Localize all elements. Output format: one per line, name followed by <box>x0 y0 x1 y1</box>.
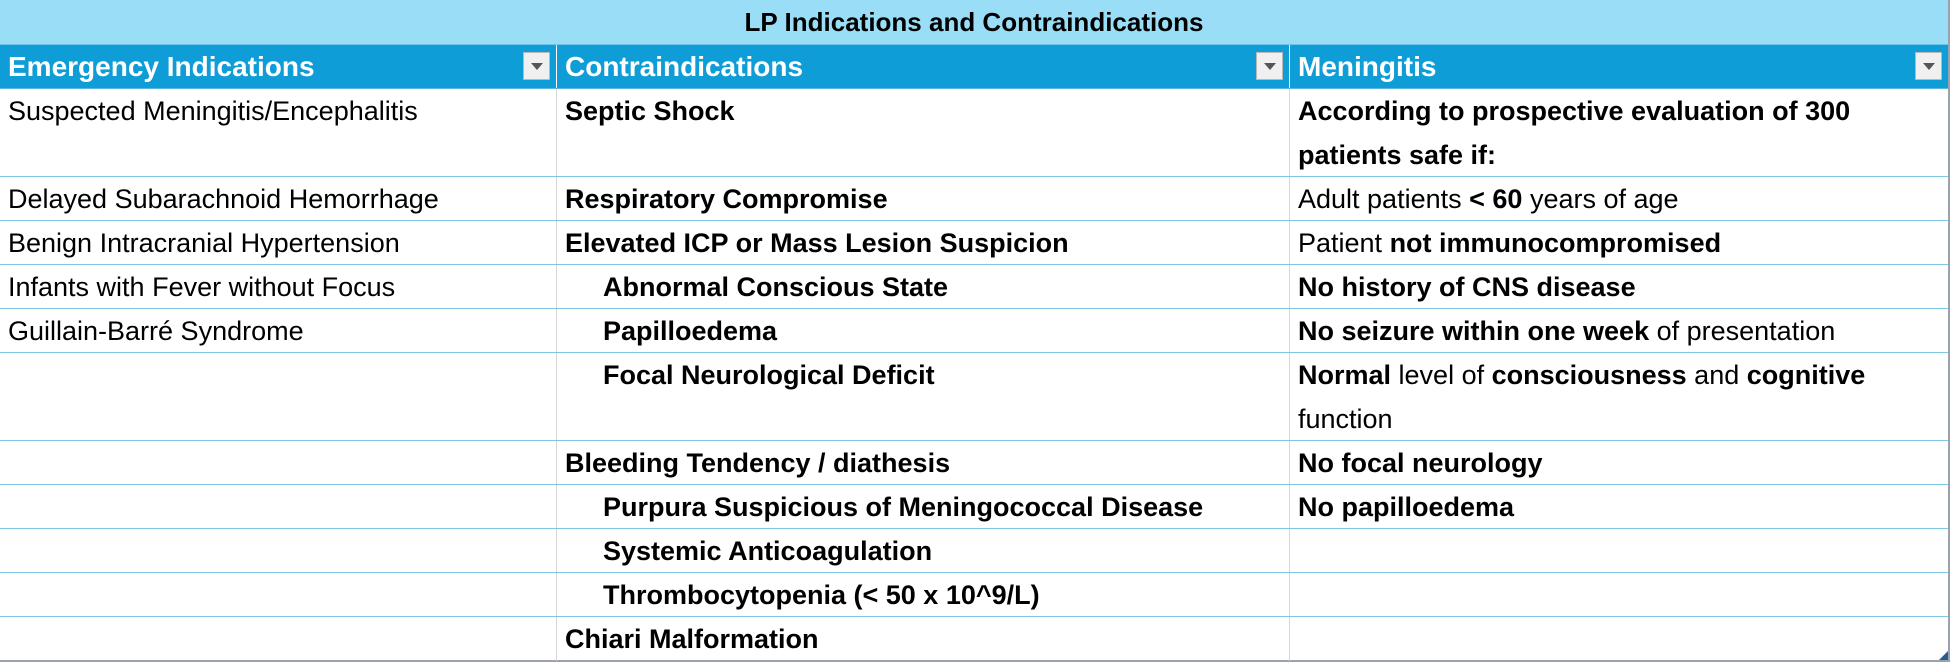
cell-contraindication[interactable]: Bleeding Tendency / diathesis <box>556 441 1289 484</box>
cell-contraindication[interactable]: Systemic Anticoagulation <box>556 529 1289 572</box>
cell-indication[interactable] <box>0 529 556 572</box>
cell-indication[interactable]: Delayed Subarachnoid Hemorrhage <box>8 184 439 214</box>
table-row: Infants with Fever without Focus Abnorma… <box>0 265 1948 309</box>
cell-text-bold: No seizure within one week <box>1298 316 1650 346</box>
cell-contraindication[interactable]: Papilloedema <box>556 309 1289 352</box>
cell-contraindication[interactable]: Chiari Malformation <box>556 617 1289 661</box>
cell-indication[interactable] <box>0 353 556 440</box>
cell-meningitis[interactable]: No papilloedema <box>1289 485 1948 528</box>
table-row: Focal Neurological Deficit Normal level … <box>0 353 1948 441</box>
table-row: Suspected Meningitis/Encephalitis Septic… <box>0 89 1948 177</box>
cell-text: function <box>1298 404 1393 434</box>
cell-meningitis[interactable]: According to prospective evaluation of 3… <box>1289 89 1948 176</box>
cell-meningitis[interactable]: No focal neurology <box>1289 441 1948 484</box>
table-row: Guillain-Barré Syndrome Papilloedema No … <box>0 309 1948 353</box>
cell-meningitis[interactable]: Patient not immunocompromised <box>1289 221 1948 264</box>
cell-text: Patient <box>1298 228 1390 258</box>
column-header-meningitis[interactable]: Meningitis <box>1289 45 1948 88</box>
table-row: Thrombocytopenia (< 50 x 10^9/L) <box>0 573 1948 617</box>
table-row: Systemic Anticoagulation <box>0 529 1948 573</box>
dropdown-arrow-icon <box>1922 62 1935 70</box>
table-row: Delayed Subarachnoid Hemorrhage Respirat… <box>0 177 1948 221</box>
cell-text: Adult patients <box>1298 184 1470 214</box>
cell-indication[interactable] <box>0 485 556 528</box>
header-row: Emergency Indications Contraindications … <box>0 45 1948 89</box>
cell-indication[interactable]: Guillain-Barré Syndrome <box>8 316 304 346</box>
cell-text-bold: not immunocompromised <box>1389 228 1722 258</box>
cell-indication[interactable] <box>0 617 556 661</box>
column-header-label: Emergency Indications <box>8 50 315 82</box>
dropdown-arrow-icon <box>530 62 543 70</box>
cell-text-bold: cognitive <box>1746 360 1866 390</box>
cell-meningitis[interactable]: Normal level of consciousness and cognit… <box>1289 353 1948 440</box>
column-header-label: Contraindications <box>565 50 804 82</box>
cell-indication[interactable]: Benign Intracranial Hypertension <box>8 228 400 258</box>
cell-contraindication[interactable]: Septic Shock <box>556 89 1289 176</box>
cell-meningitis[interactable]: Adult patients < 60 years of age <box>1289 177 1948 220</box>
table-row: Chiari Malformation <box>0 617 1948 661</box>
resize-handle-icon[interactable] <box>1939 651 1948 660</box>
dropdown-arrow-icon <box>1263 62 1276 70</box>
table-row: Benign Intracranial Hypertension Elevate… <box>0 221 1948 265</box>
cell-meningitis[interactable]: No history of CNS disease <box>1289 265 1948 308</box>
cell-text-bold: < 60 <box>1469 184 1523 214</box>
cell-meningitis[interactable] <box>1289 617 1948 661</box>
cell-text: level of <box>1391 360 1492 390</box>
cell-contraindication[interactable]: Elevated ICP or Mass Lesion Suspicion <box>556 221 1289 264</box>
cell-indication[interactable] <box>0 573 556 616</box>
column-header-emergency-indications[interactable]: Emergency Indications <box>0 45 556 88</box>
cell-contraindication[interactable]: Focal Neurological Deficit <box>556 353 1289 440</box>
cell-indication[interactable]: Suspected Meningitis/Encephalitis <box>8 96 418 126</box>
table-row: Bleeding Tendency / diathesis No focal n… <box>0 441 1948 485</box>
cell-meningitis[interactable]: No seizure within one week of presentati… <box>1289 309 1948 352</box>
table-row: Purpura Suspicious of Meningococcal Dise… <box>0 485 1948 529</box>
filter-dropdown-emergency-indications[interactable] <box>523 52 550 80</box>
cell-contraindication[interactable]: Abnormal Conscious State <box>556 265 1289 308</box>
cell-contraindication[interactable]: Purpura Suspicious of Meningococcal Dise… <box>556 485 1289 528</box>
cell-text: of presentation <box>1649 316 1836 346</box>
cell-contraindication[interactable]: Respiratory Compromise <box>556 177 1289 220</box>
cell-meningitis[interactable] <box>1289 529 1948 572</box>
filter-dropdown-contraindications[interactable] <box>1256 52 1283 80</box>
cell-text: and <box>1686 360 1747 390</box>
cell-indication[interactable] <box>0 441 556 484</box>
cell-contraindication[interactable]: Thrombocytopenia (< 50 x 10^9/L) <box>556 573 1289 616</box>
table-title[interactable]: LP Indications and Contraindications <box>0 0 1948 45</box>
cell-text-bold: consciousness <box>1491 360 1687 390</box>
cell-text-bold: Normal <box>1298 360 1392 390</box>
cell-indication[interactable]: Infants with Fever without Focus <box>8 272 396 302</box>
column-header-contraindications[interactable]: Contraindications <box>556 45 1289 88</box>
column-header-label: Meningitis <box>1298 50 1437 82</box>
filter-dropdown-meningitis[interactable] <box>1915 52 1942 80</box>
cell-text: years of age <box>1522 184 1679 214</box>
cell-meningitis[interactable] <box>1289 573 1948 616</box>
